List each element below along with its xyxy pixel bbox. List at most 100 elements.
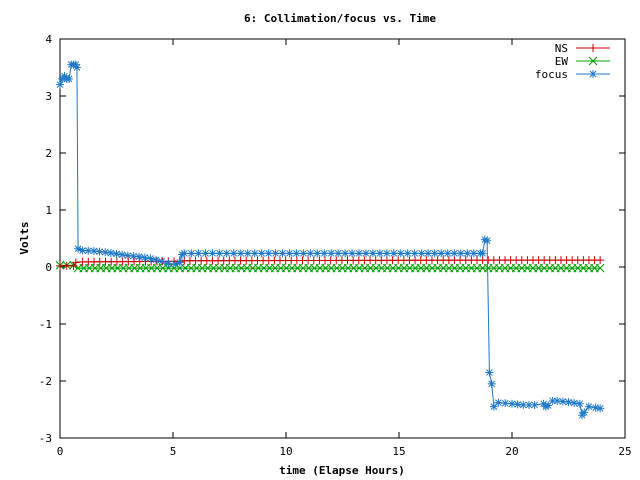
data-point	[313, 249, 322, 258]
data-point	[208, 249, 217, 258]
series-layer	[55, 60, 605, 420]
data-point	[596, 256, 605, 265]
data-point	[135, 252, 144, 261]
data-point	[106, 249, 115, 258]
plot-frame	[59, 38, 626, 439]
data-point	[410, 249, 419, 258]
data-point	[483, 236, 492, 245]
data-point	[71, 258, 80, 267]
data-point	[485, 368, 494, 377]
data-point	[361, 249, 370, 258]
legend-label: NS	[555, 42, 568, 55]
legend-marker	[589, 70, 597, 78]
y-tick-label: 1	[45, 204, 52, 217]
data-point	[201, 249, 210, 258]
data-point	[187, 249, 196, 258]
data-point	[463, 249, 472, 258]
data-point	[320, 249, 329, 258]
series-focus	[56, 60, 605, 420]
data-point	[570, 398, 579, 407]
data-point	[236, 249, 245, 258]
data-point	[334, 249, 343, 258]
y-tick-label: -1	[39, 318, 52, 331]
data-point	[243, 249, 252, 258]
x-tick-label: 20	[505, 445, 518, 458]
data-point	[140, 253, 149, 262]
data-point	[129, 252, 138, 261]
data-point	[424, 249, 433, 258]
data-point	[278, 249, 287, 258]
x-tick-label: 0	[57, 445, 64, 458]
data-point	[285, 249, 294, 258]
data-point	[348, 249, 357, 258]
data-point	[112, 249, 121, 258]
data-point	[84, 246, 93, 255]
y-tick-label: 2	[45, 147, 52, 160]
y-tick-label: 0	[45, 261, 52, 274]
data-point	[403, 249, 412, 258]
data-point	[180, 249, 189, 258]
data-point	[118, 250, 127, 259]
x-tick-label: 10	[279, 445, 292, 458]
data-point	[152, 255, 161, 264]
data-point	[575, 399, 584, 408]
data-point	[450, 249, 459, 258]
data-point	[95, 247, 104, 256]
data-point	[341, 249, 350, 258]
data-point	[89, 247, 98, 256]
data-point	[591, 403, 600, 412]
data-point	[375, 249, 384, 258]
data-point	[257, 249, 266, 258]
data-point	[355, 249, 364, 258]
data-point	[229, 249, 238, 258]
legend-marker	[588, 56, 598, 66]
data-point	[508, 399, 516, 408]
series-line	[59, 64, 601, 417]
data-point	[264, 249, 273, 258]
data-point	[396, 249, 405, 258]
data-point	[469, 249, 478, 258]
legend-marker	[589, 44, 597, 52]
data-point	[123, 251, 132, 260]
data-point	[501, 399, 510, 408]
data-point	[101, 248, 110, 257]
x-axis-label: time (Elapse Hours)	[279, 464, 405, 477]
data-point	[494, 398, 503, 407]
data-point	[299, 249, 308, 258]
data-point	[595, 263, 605, 273]
y-tick-label: 3	[45, 90, 52, 103]
data-point	[78, 246, 87, 255]
data-point	[222, 249, 231, 258]
legend-label: focus	[535, 68, 568, 81]
data-point	[194, 249, 203, 258]
data-point	[478, 249, 487, 258]
y-axis-label: Volts	[18, 221, 31, 254]
data-point	[443, 249, 452, 258]
chart-title: 6: Collimation/focus vs. Time	[244, 12, 436, 25]
data-point	[271, 249, 280, 258]
data-point	[584, 402, 593, 411]
data-point	[327, 249, 336, 258]
data-point	[157, 257, 166, 266]
data-point	[580, 408, 589, 417]
series-ew	[55, 260, 605, 273]
x-tick-label: 25	[618, 445, 631, 458]
data-point	[487, 379, 496, 388]
data-point	[175, 258, 184, 267]
x-tick-label: 15	[392, 445, 405, 458]
data-point	[513, 400, 522, 409]
series-ns	[56, 256, 605, 270]
legend-label: EW	[555, 55, 569, 68]
data-point	[553, 396, 562, 405]
data-point	[56, 261, 64, 270]
data-point	[65, 74, 74, 83]
data-point	[215, 249, 224, 258]
x-tick-label: 5	[170, 445, 177, 458]
data-point	[164, 259, 173, 268]
y-tick-label: 4	[45, 33, 52, 46]
data-point	[292, 249, 301, 258]
data-point	[306, 249, 315, 258]
data-point	[250, 249, 259, 258]
